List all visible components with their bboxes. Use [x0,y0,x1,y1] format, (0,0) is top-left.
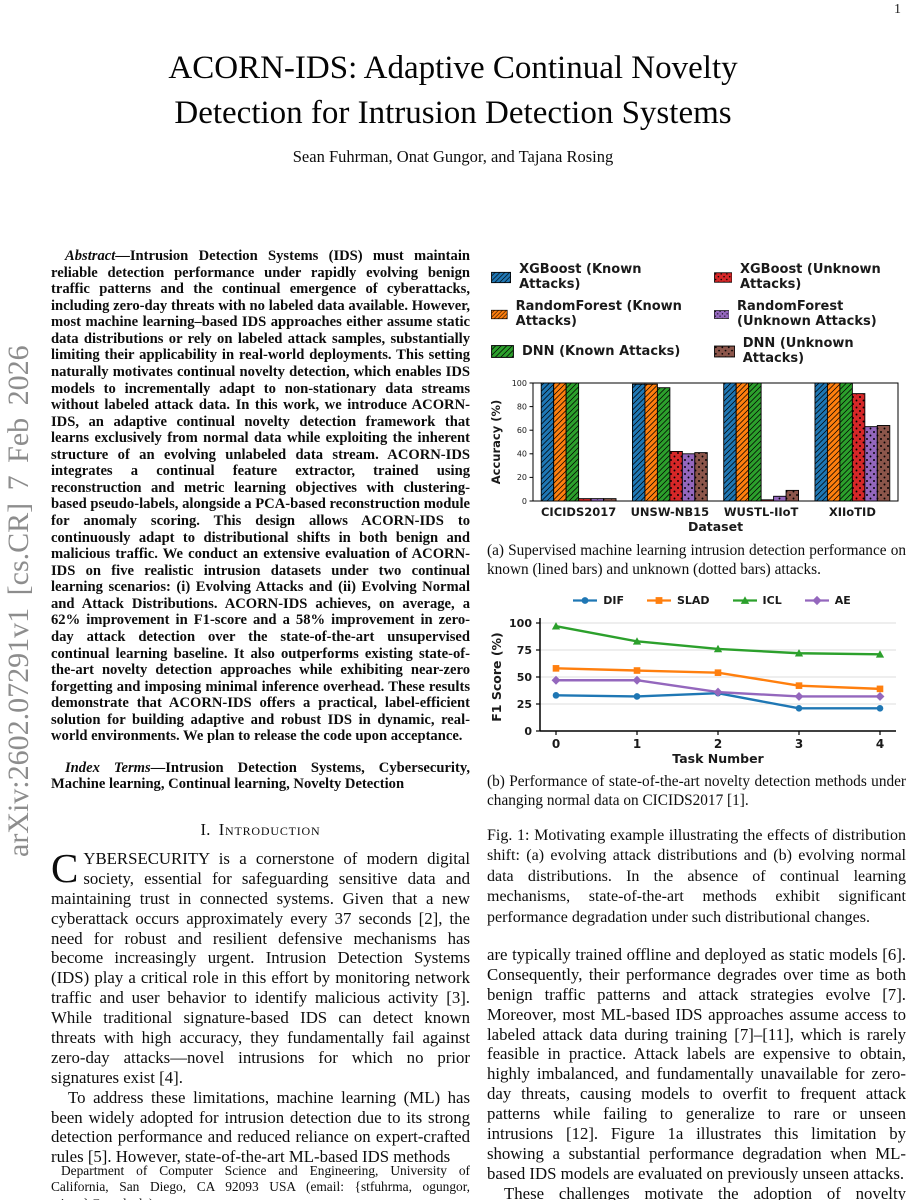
line-chart-legend: DIF SLAD ICL AE [517,594,906,607]
title-line-1: ACORN-IDS: Adaptive Continual Novelty [168,50,738,86]
bar-legend-item: DNN (Unknown Attacks) [713,336,906,366]
svg-text:4: 4 [876,737,884,751]
page-number: 1 [894,2,901,17]
svg-text:0: 0 [524,725,532,738]
bar-chart-legend: XGBoost (Known Attacks) RandomForest (Kno… [491,262,906,366]
index-terms: Index Terms—Intrusion Detection Systems,… [51,760,470,793]
abstract: Abstract—Intrusion Detection Systems (ID… [51,248,470,745]
bar-legend-item: DNN (Known Attacks) [491,336,684,366]
index-terms-label: Index Terms [65,759,151,776]
section-title: Introduction [218,820,321,839]
left-column: Abstract—Intrusion Detection Systems (ID… [51,248,470,1167]
svg-text:XIIoTID: XIIoTID [829,505,876,519]
svg-text:50: 50 [517,671,533,684]
authors: Sean Fuhrman, Onat Gungor, and Tajana Ro… [292,146,614,166]
right-column: XGBoost (Known Attacks) RandomForest (Kno… [487,248,906,1200]
paper-header: ACORN-IDS: Adaptive Continual Novelty Det… [0,0,906,167]
svg-text:F1 Score (%): F1 Score (%) [489,632,504,722]
legend-swatch-icon [491,271,512,283]
line-chart: 0 25 50 75 100 0 1 2 3 4 Task Number F1 Score (%) [487,611,906,766]
line-legend-item: SLAD [646,594,710,607]
svg-text:100: 100 [509,617,532,630]
svg-text:0: 0 [552,737,560,751]
legend-label: SLAD [676,593,710,607]
svg-text:20: 20 [517,473,527,482]
bar-chart: 0 20 40 60 80 100 CICIDS2017 UNSW-NB15 WUSTL-IIo… [487,374,906,534]
svg-text:Accuracy (%): Accuracy (%) [489,400,503,485]
svg-text:1: 1 [633,737,641,751]
figure-1: XGBoost (Known Attacks) RandomForest (Kno… [487,262,906,928]
title-line-2: Detection for Intrusion Detection System… [174,94,732,131]
legend-marker-icon [646,596,671,604]
section-number: I. [200,820,211,839]
legend-label: AE [834,593,851,607]
legend-marker-icon [804,595,829,605]
svg-text:100: 100 [512,379,527,388]
svg-text:2: 2 [714,737,722,751]
legend-label: DNN (Known Attacks) [522,343,681,359]
author-footnote: Department of Computer Science and Engin… [51,1163,470,1200]
right-paragraph-1: are typically trained offline and deploy… [487,945,906,1183]
right-paragraph-2: These challenges motivate the adoption o… [504,1183,906,1200]
line-chart-svg: 0 25 50 75 100 0 1 2 3 4 Task Number F1 Score (%) [489,617,896,766]
svg-text:WUSTL-IIoT: WUSTL-IIoT [724,505,799,519]
legend-label: ICL [762,593,782,607]
bar-legend-item: RandomForest (Known Attacks) [491,299,684,329]
legend-label: RandomForest (Unknown Attacks) [737,299,877,329]
svg-text:Dataset: Dataset [688,519,743,534]
section-heading-introduction: I. Introduction [51,820,470,840]
svg-text:UNSW-NB15: UNSW-NB15 [631,505,710,519]
legend-swatch-icon [713,271,732,283]
index-terms-text: —Intrusion Detection Systems, Cybersecur… [51,759,470,793]
legend-swatch-icon [713,345,735,357]
line-legend-item: ICL [732,594,782,607]
legend-swatch-icon [491,344,514,358]
bar-legend-item: RandomForest (Unknown Attacks) [713,299,906,329]
legend-label: RandomForest (Known Attacks) [515,299,682,329]
svg-text:0: 0 [522,497,527,506]
figure-1a-caption: (a) Supervised machine learning intrusio… [487,542,906,579]
bar-legend-item: XGBoost (Unknown Attacks) [713,262,906,292]
intro-paragraph-2: To address these limitations, machine le… [51,1087,470,1167]
svg-text:25: 25 [517,698,532,711]
svg-text:80: 80 [517,402,527,411]
svg-text:CICIDS2017: CICIDS2017 [541,505,616,519]
legend-marker-icon [573,596,598,604]
svg-text:75: 75 [517,644,532,657]
arxiv-banner: arXiv:2602.07291v1 [cs.CR] 7 Feb 2026 [2,345,35,857]
two-column-body: Abstract—Intrusion Detection Systems (ID… [51,248,906,1200]
paper-title: ACORN-IDS: Adaptive Continual Novelty Det… [0,46,906,136]
legend-swatch-icon [713,309,729,319]
intro-paragraph-1-text: YBERSECURITY is a cornerstone of modern … [51,849,470,1087]
intro-paragraph-1: C YBERSECURITY is a cornerstone of modern… [51,845,470,1088]
dropcap: C [51,845,79,891]
legend-label: XGBoost (Unknown Attacks) [739,262,881,292]
abstract-label: Abstract [65,248,116,264]
line-legend-item: DIF [572,594,624,607]
svg-text:3: 3 [795,737,803,751]
legend-label: XGBoost (Known Attacks) [519,262,642,292]
bar-chart-svg: 0 20 40 60 80 100 CICIDS2017 UNSW-NB15 WUSTL-IIo… [489,379,899,534]
svg-text:60: 60 [517,426,527,435]
line-legend-item: AE [804,594,851,607]
abstract-text: —Intrusion Detection Systems (IDS) must … [51,248,470,745]
svg-text:Task Number: Task Number [672,751,764,765]
figure-1b-caption: (b) Performance of state-of-the-art nove… [487,772,906,810]
legend-swatch-icon [491,309,508,319]
legend-label: DIF [603,593,624,607]
legend-label: DNN (Unknown Attacks) [742,336,854,366]
figure-1-caption: Fig. 1: Motivating example illustrating … [487,826,906,926]
legend-marker-icon [732,596,757,604]
svg-text:40: 40 [517,450,527,459]
bar-legend-item: XGBoost (Known Attacks) [491,262,684,292]
